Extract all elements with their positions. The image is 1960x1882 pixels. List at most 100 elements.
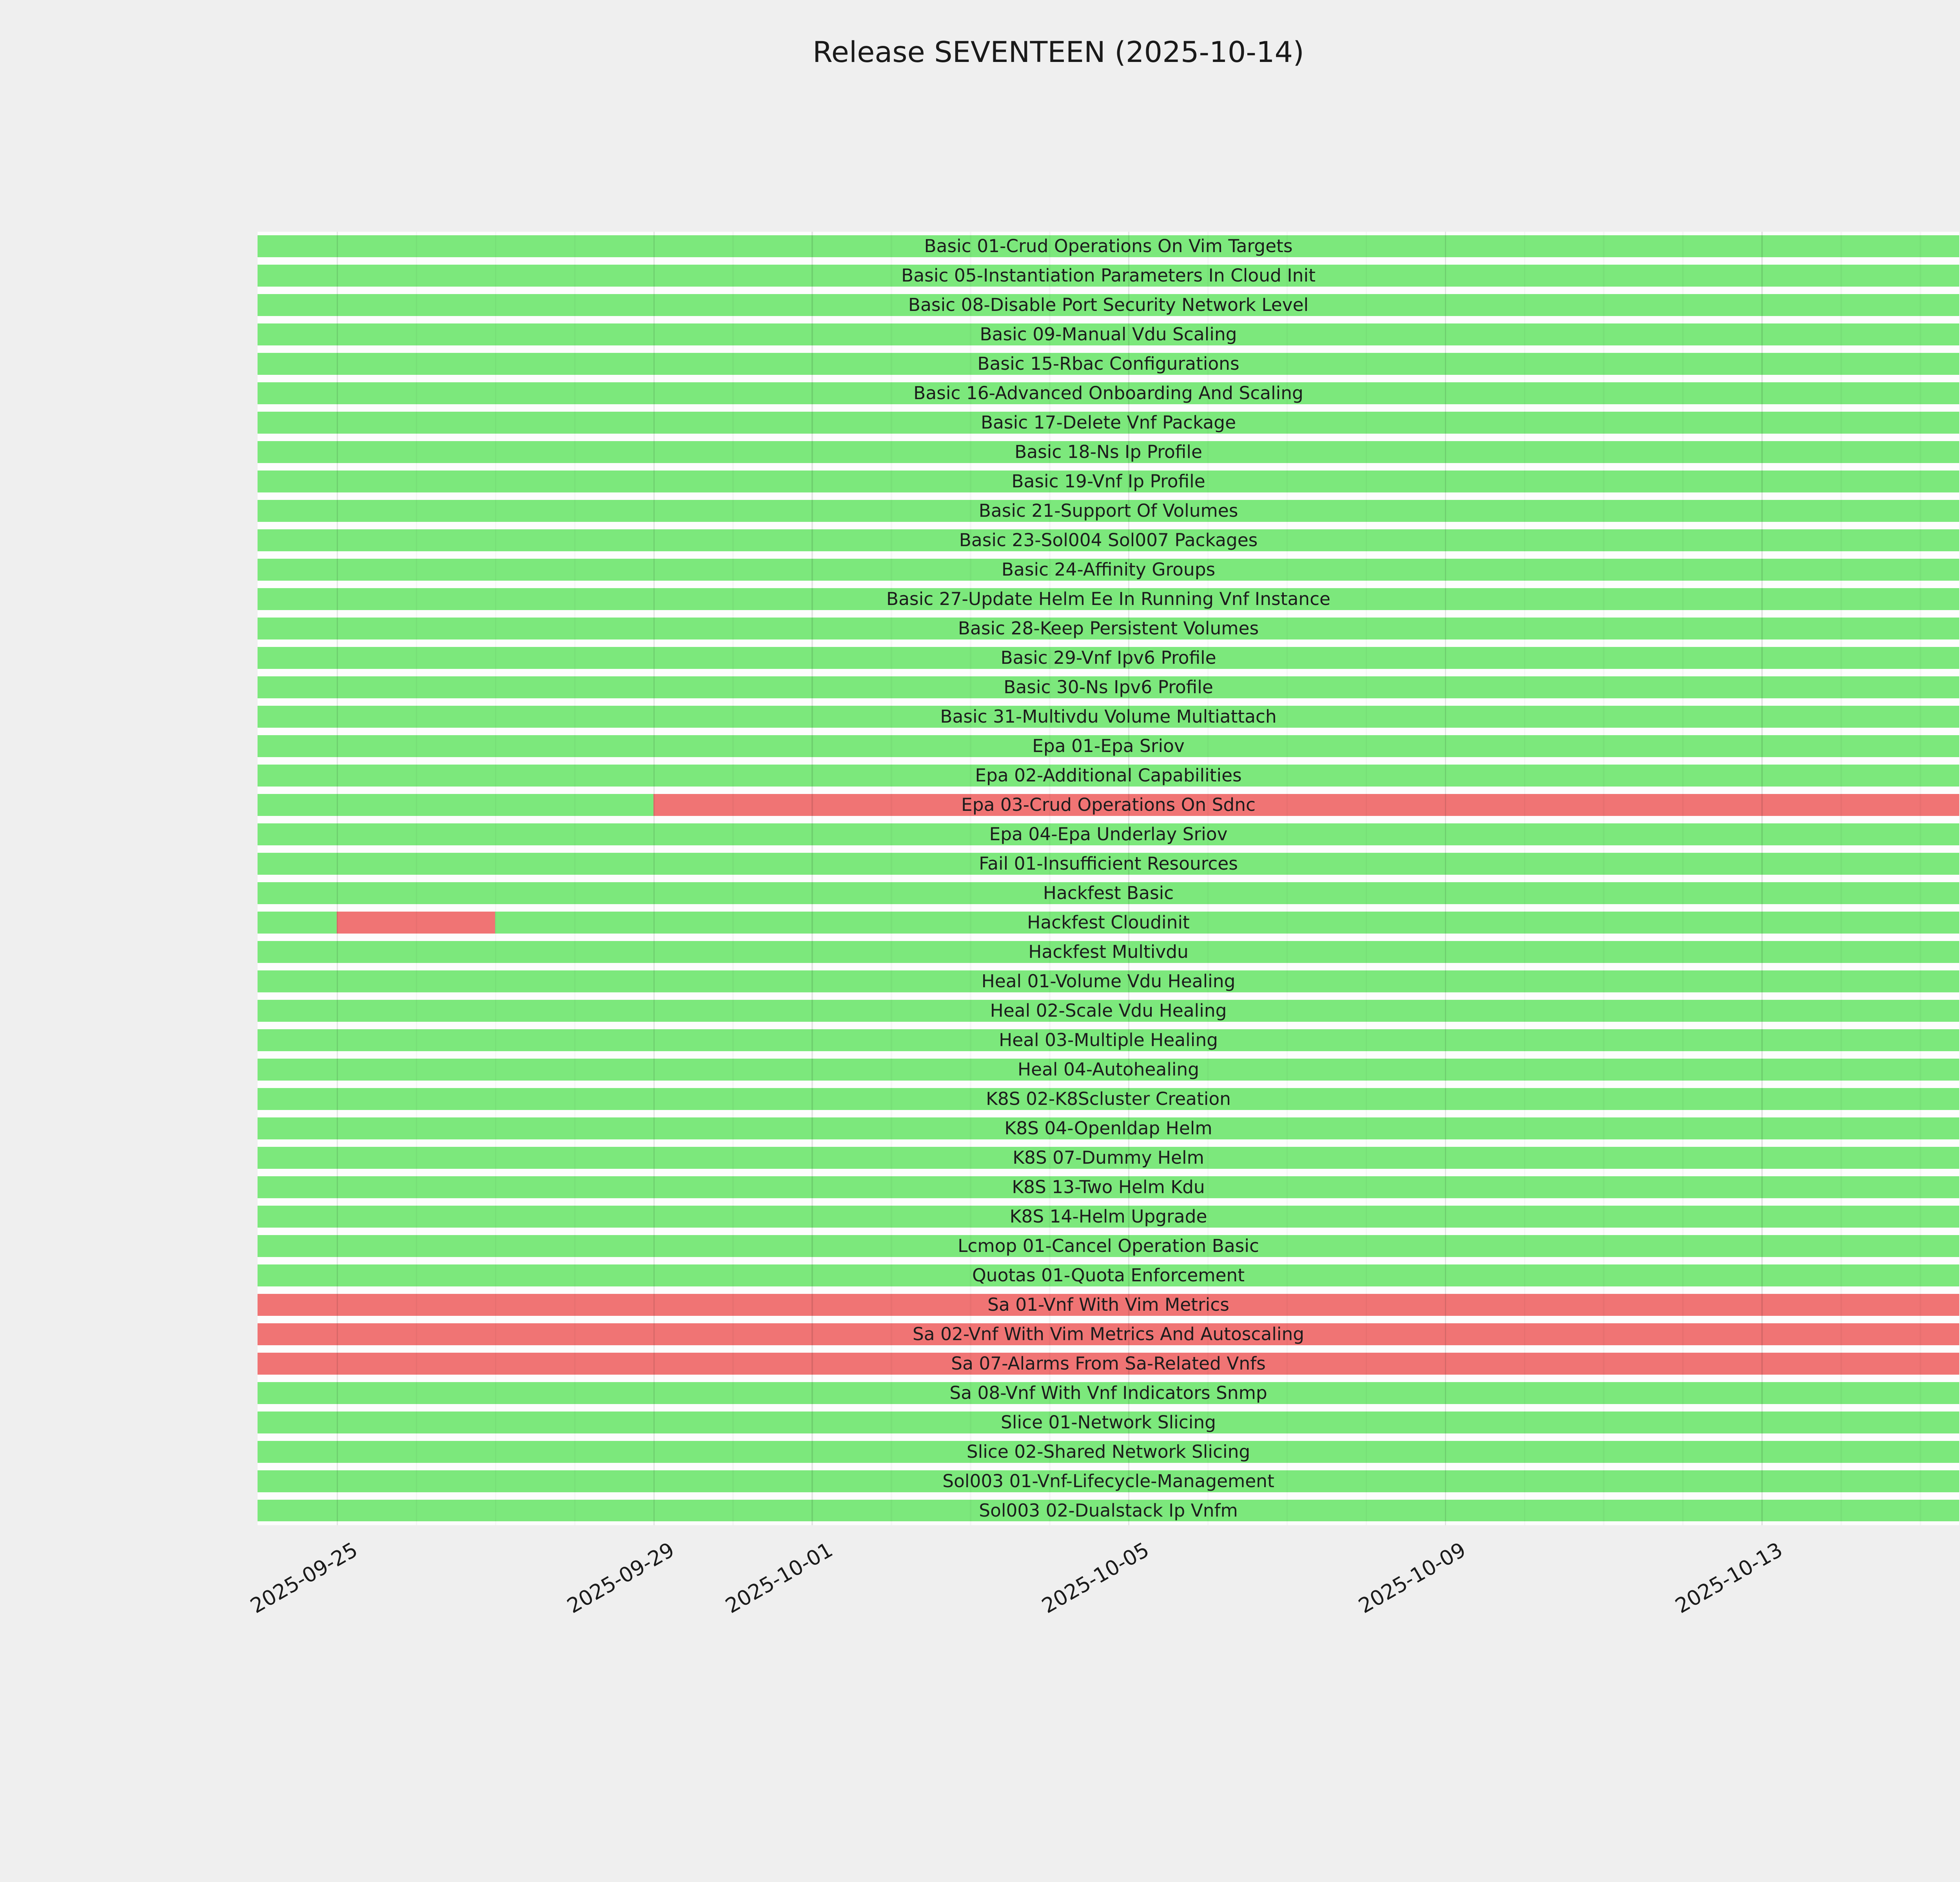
bar-segment-pass [258, 353, 1959, 375]
gantt-row: Basic 30-Ns Ipv6 Profile [258, 676, 1959, 698]
gantt-row: Hackfest Multivdu [258, 941, 1959, 963]
gantt-row: Sol003 01-Vnf-Lifecycle-Management [258, 1470, 1959, 1492]
bar-segment-pass [258, 382, 1959, 405]
gantt-row: Quotas 01-Quota Enforcement [258, 1264, 1959, 1286]
bar-segment-fail [653, 794, 1959, 816]
bar-segment-pass [258, 1499, 1959, 1522]
bar-segment-pass [258, 764, 1959, 787]
row-label: Epa 03-Crud Operations On Sdnc [961, 794, 1256, 815]
row-label: Basic 30-Ns Ipv6 Profile [1004, 676, 1213, 698]
row-label: Heal 02-Scale Vdu Healing [990, 1000, 1227, 1021]
bar-segment-pass [258, 1382, 1959, 1404]
gantt-row: Basic 18-Ns Ip Profile [258, 441, 1959, 463]
bar-segment-pass [258, 735, 1959, 757]
row-label: Slice 01-Network Slicing [1001, 1412, 1216, 1433]
bar-segment-pass [258, 676, 1959, 698]
x-tick-label: 2025-10-01 [721, 1538, 837, 1619]
bar-segment-fail [258, 1352, 1959, 1375]
gantt-row: Basic 16-Advanced Onboarding And Scaling [258, 382, 1959, 405]
gantt-row: Slice 02-Shared Network Slicing [258, 1441, 1959, 1463]
gantt-row: K8S 07-Dummy Helm [258, 1146, 1959, 1169]
row-label: Basic 21-Support Of Volumes [978, 500, 1238, 521]
bar-segment-pass [258, 500, 1959, 522]
gantt-row: Basic 27-Update Helm Ee In Running Vnf I… [258, 588, 1959, 610]
row-label: Basic 27-Update Helm Ee In Running Vnf I… [886, 589, 1331, 610]
row-label: Basic 18-Ns Ip Profile [1014, 441, 1202, 463]
row-label: K8S 04-Openldap Helm [1004, 1117, 1212, 1139]
bar-segment-pass [258, 559, 1959, 581]
gantt-row: Heal 04-Autohealing [258, 1058, 1959, 1081]
bar-segment-pass [258, 1058, 1959, 1081]
bar-segment-pass [258, 794, 653, 816]
bar-segment-pass [258, 705, 1959, 728]
bar-segment-pass [258, 265, 1959, 287]
row-label: Basic 31-Multivdu Volume Multiattach [940, 706, 1277, 727]
bar-segment-pass [258, 441, 1959, 463]
row-label: Basic 16-Advanced Onboarding And Scaling [913, 383, 1303, 404]
gantt-row: Sa 07-Alarms From Sa-Related Vnfs [258, 1352, 1959, 1375]
row-label: Sa 02-Vnf With Vim Metrics And Autoscali… [912, 1323, 1305, 1344]
row-label: K8S 14-Helm Upgrade [1009, 1206, 1207, 1227]
bar-segment-pass [258, 1411, 1959, 1433]
gantt-row: Heal 02-Scale Vdu Healing [258, 999, 1959, 1022]
row-label: Hackfest Basic [1043, 882, 1174, 903]
gantt-row: Fail 01-Insufficient Resources [258, 852, 1959, 875]
gantt-plot: Basic 01-Crud Operations On Vim Targets B… [258, 231, 1959, 1526]
gantt-row: Epa 04-Epa Underlay Sriov [258, 823, 1959, 845]
bar-segment-pass [258, 1146, 1959, 1169]
gantt-row: Sol003 02-Dualstack Ip Vnfm [258, 1499, 1959, 1522]
row-label: Heal 03-Multiple Healing [999, 1029, 1218, 1050]
gantt-row: Basic 31-Multivdu Volume Multiattach [258, 705, 1959, 728]
bar-segment-pass [258, 323, 1959, 346]
x-tick-label: 2025-10-05 [1038, 1538, 1154, 1619]
row-label: Basic 17-Delete Vnf Package [980, 412, 1236, 433]
gantt-row: K8S 14-Helm Upgrade [258, 1205, 1959, 1228]
gantt-row: Basic 23-Sol004 Sol007 Packages [258, 529, 1959, 551]
bar-segment-pass [258, 852, 1959, 875]
gantt-row: Sa 01-Vnf With Vim Metrics [258, 1293, 1959, 1316]
bar-segment-fail [258, 1323, 1959, 1345]
row-label: Basic 15-Rbac Configurations [977, 353, 1240, 374]
bar-segment-pass [258, 1264, 1959, 1286]
row-label: Sa 08-Vnf With Vnf Indicators Snmp [949, 1382, 1267, 1403]
row-label: Sa 01-Vnf With Vim Metrics [987, 1294, 1229, 1315]
bar-segment-pass [258, 999, 1959, 1022]
bar-segment-pass [258, 823, 1959, 845]
gantt-row: Basic 05-Instantiation Parameters In Clo… [258, 265, 1959, 287]
row-label: Heal 04-Autohealing [1017, 1059, 1200, 1080]
x-tick-label: 2025-09-29 [563, 1538, 679, 1619]
row-label: K8S 02-K8Scluster Creation [986, 1088, 1231, 1109]
chart-title: Release SEVENTEEN (2025-10-14) [813, 35, 1304, 69]
bar-segment-pass [258, 882, 1959, 904]
gantt-row: Basic 01-Crud Operations On Vim Targets [258, 235, 1959, 258]
bar-segment-pass [258, 235, 1959, 258]
bar-segment-pass [258, 911, 337, 934]
bar-segment-fail [336, 911, 495, 934]
row-label: Epa 04-Epa Underlay Sriov [989, 823, 1228, 845]
row-label: Basic 08-Disable Port Security Network L… [908, 294, 1309, 316]
row-label: Sol003 02-Dualstack Ip Vnfm [979, 1500, 1238, 1521]
gantt-row: Basic 29-Vnf Ipv6 Profile [258, 647, 1959, 669]
x-tick-label: 2025-10-09 [1354, 1538, 1470, 1619]
bar-segment-pass [258, 618, 1959, 639]
gantt-row: Lcmop 01-Cancel Operation Basic [258, 1235, 1959, 1257]
gantt-row: Basic 15-Rbac Configurations [258, 353, 1959, 375]
row-label: Epa 01-Epa Sriov [1032, 735, 1185, 756]
gantt-row: Basic 19-Vnf Ip Profile [258, 470, 1959, 492]
bar-segment-pass [258, 647, 1959, 669]
bar-segment-pass [258, 970, 1959, 992]
gantt-row: Basic 09-Manual Vdu Scaling [258, 323, 1959, 346]
bar-segment-pass [258, 1117, 1959, 1139]
row-label: Hackfest Multivdu [1028, 941, 1189, 962]
gantt-row: Hackfest Basic [258, 882, 1959, 904]
gantt-row: Epa 01-Epa Sriov [258, 735, 1959, 757]
row-label: Basic 29-Vnf Ipv6 Profile [1000, 647, 1216, 668]
row-label: Heal 01-Volume Vdu Healing [981, 970, 1236, 992]
bar-segment-pass [258, 941, 1959, 963]
gantt-row: Heal 03-Multiple Healing [258, 1029, 1959, 1051]
row-label: Basic 23-Sol004 Sol007 Packages [959, 530, 1258, 551]
gantt-row: Basic 17-Delete Vnf Package [258, 412, 1959, 434]
gantt-row: K8S 04-Openldap Helm [258, 1117, 1959, 1139]
row-label: Basic 24-Affinity Groups [1001, 559, 1216, 580]
